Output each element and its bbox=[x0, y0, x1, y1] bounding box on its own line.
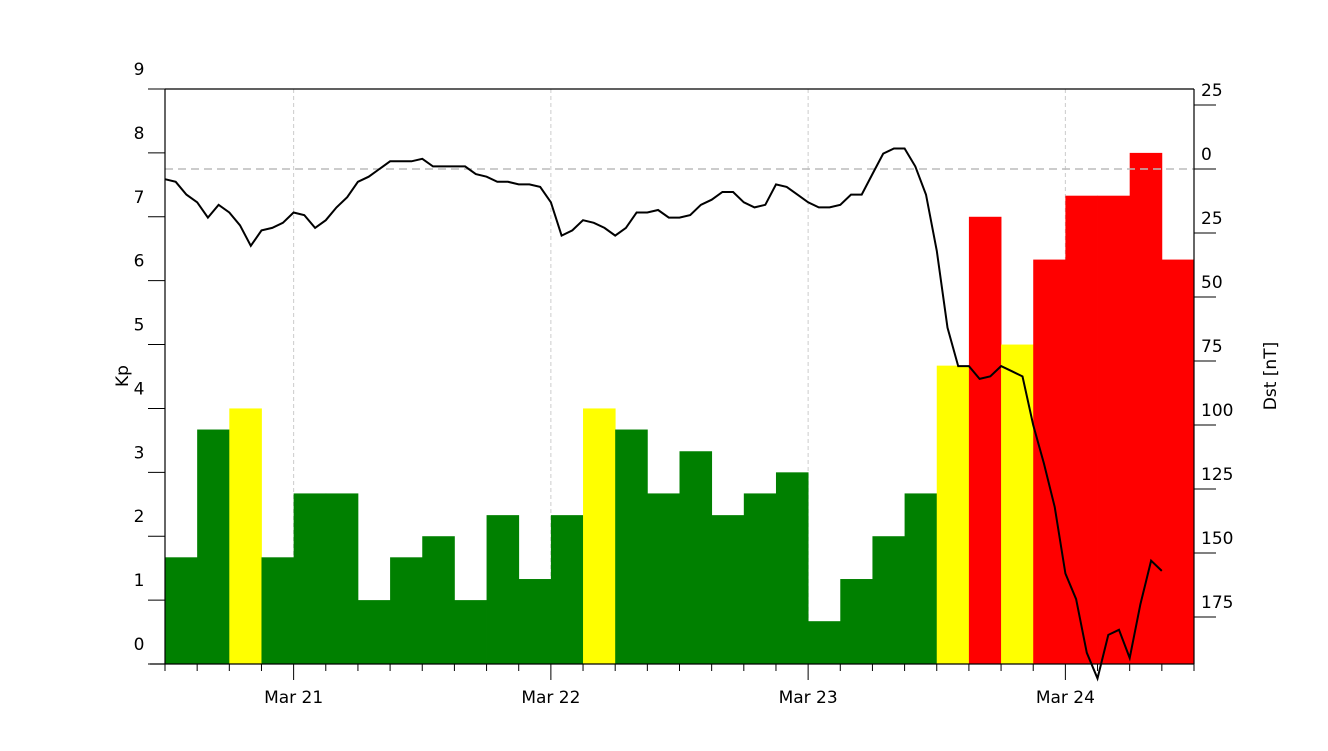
kp-bar bbox=[711, 515, 745, 664]
dst-tick-label: 0 bbox=[1201, 145, 1212, 165]
dst-tick-label: 175 bbox=[1201, 593, 1233, 613]
kp-bar bbox=[518, 579, 552, 664]
kp-tick-label: 6 bbox=[134, 252, 145, 272]
kp-bar bbox=[1161, 259, 1195, 664]
date-tick-label: Mar 22 bbox=[521, 688, 580, 708]
kp-bar bbox=[422, 536, 455, 664]
kp-bar bbox=[679, 451, 713, 664]
date-tick-label: Mar 23 bbox=[779, 688, 838, 708]
kp-bar bbox=[968, 216, 1002, 664]
kp-tick-label: 0 bbox=[134, 635, 145, 655]
kp-bar bbox=[840, 579, 873, 664]
kp-bar bbox=[1065, 195, 1098, 664]
kp-bar bbox=[261, 557, 295, 664]
kp-bar bbox=[808, 621, 841, 664]
dst-tick-label: 150 bbox=[1201, 529, 1233, 549]
kp-bar bbox=[293, 493, 327, 664]
dst-tick-label: 25 bbox=[1201, 81, 1223, 101]
kp-bar bbox=[486, 515, 520, 664]
kp-bar bbox=[357, 600, 391, 664]
left-axis-label: Kp bbox=[113, 365, 133, 387]
date-tick-label: Mar 24 bbox=[1036, 688, 1095, 708]
kp-bar bbox=[936, 365, 970, 664]
dst-tick-label: 100 bbox=[1201, 401, 1233, 421]
kp-bar bbox=[229, 408, 262, 664]
kp-tick-label: 4 bbox=[134, 379, 145, 399]
kp-tick-label: 9 bbox=[134, 60, 145, 80]
kp-bar bbox=[647, 493, 680, 664]
kp-bar bbox=[165, 557, 198, 664]
kp-bars bbox=[165, 152, 1195, 664]
dst-tick-label: 50 bbox=[1201, 273, 1223, 293]
kp-bar bbox=[1001, 344, 1034, 664]
right-axis-label: Dst [nT] bbox=[1261, 342, 1281, 410]
kp-bar bbox=[615, 429, 648, 664]
kp-bar bbox=[325, 493, 359, 664]
kp-bar bbox=[775, 472, 809, 664]
kp-tick-label: 1 bbox=[134, 571, 145, 591]
kp-tick-label: 3 bbox=[134, 443, 145, 463]
kp-bar bbox=[583, 408, 616, 664]
date-tick-label: Mar 21 bbox=[264, 688, 323, 708]
kp-bar bbox=[454, 600, 487, 664]
kp-bar bbox=[1033, 259, 1066, 664]
kp-bar bbox=[1129, 152, 1163, 664]
kp-tick-label: 7 bbox=[134, 188, 145, 208]
kp-bar bbox=[904, 493, 938, 664]
dst-line bbox=[164, 147, 1163, 682]
kp-bar bbox=[550, 515, 584, 664]
kp-tick-label: 2 bbox=[134, 507, 145, 527]
kp-bar bbox=[390, 557, 423, 664]
kp-bar bbox=[872, 536, 905, 664]
dst-tick-label: 75 bbox=[1201, 337, 1223, 357]
dst-tick-label: 125 bbox=[1201, 465, 1233, 485]
kp-bar bbox=[1097, 195, 1131, 664]
dst-line-layer bbox=[164, 147, 1163, 682]
kp-bar bbox=[197, 429, 230, 664]
axes: 0 1 2 3 4 5 6 7 8 9 25 0 25 50 75 100 125 150 175 Mar 21 Mar… bbox=[134, 60, 1234, 708]
kp-tick-label: 8 bbox=[134, 124, 145, 144]
dst-tick-label: 25 bbox=[1201, 209, 1223, 229]
kp-bar bbox=[743, 493, 777, 664]
kp-tick-label: 5 bbox=[134, 316, 145, 336]
